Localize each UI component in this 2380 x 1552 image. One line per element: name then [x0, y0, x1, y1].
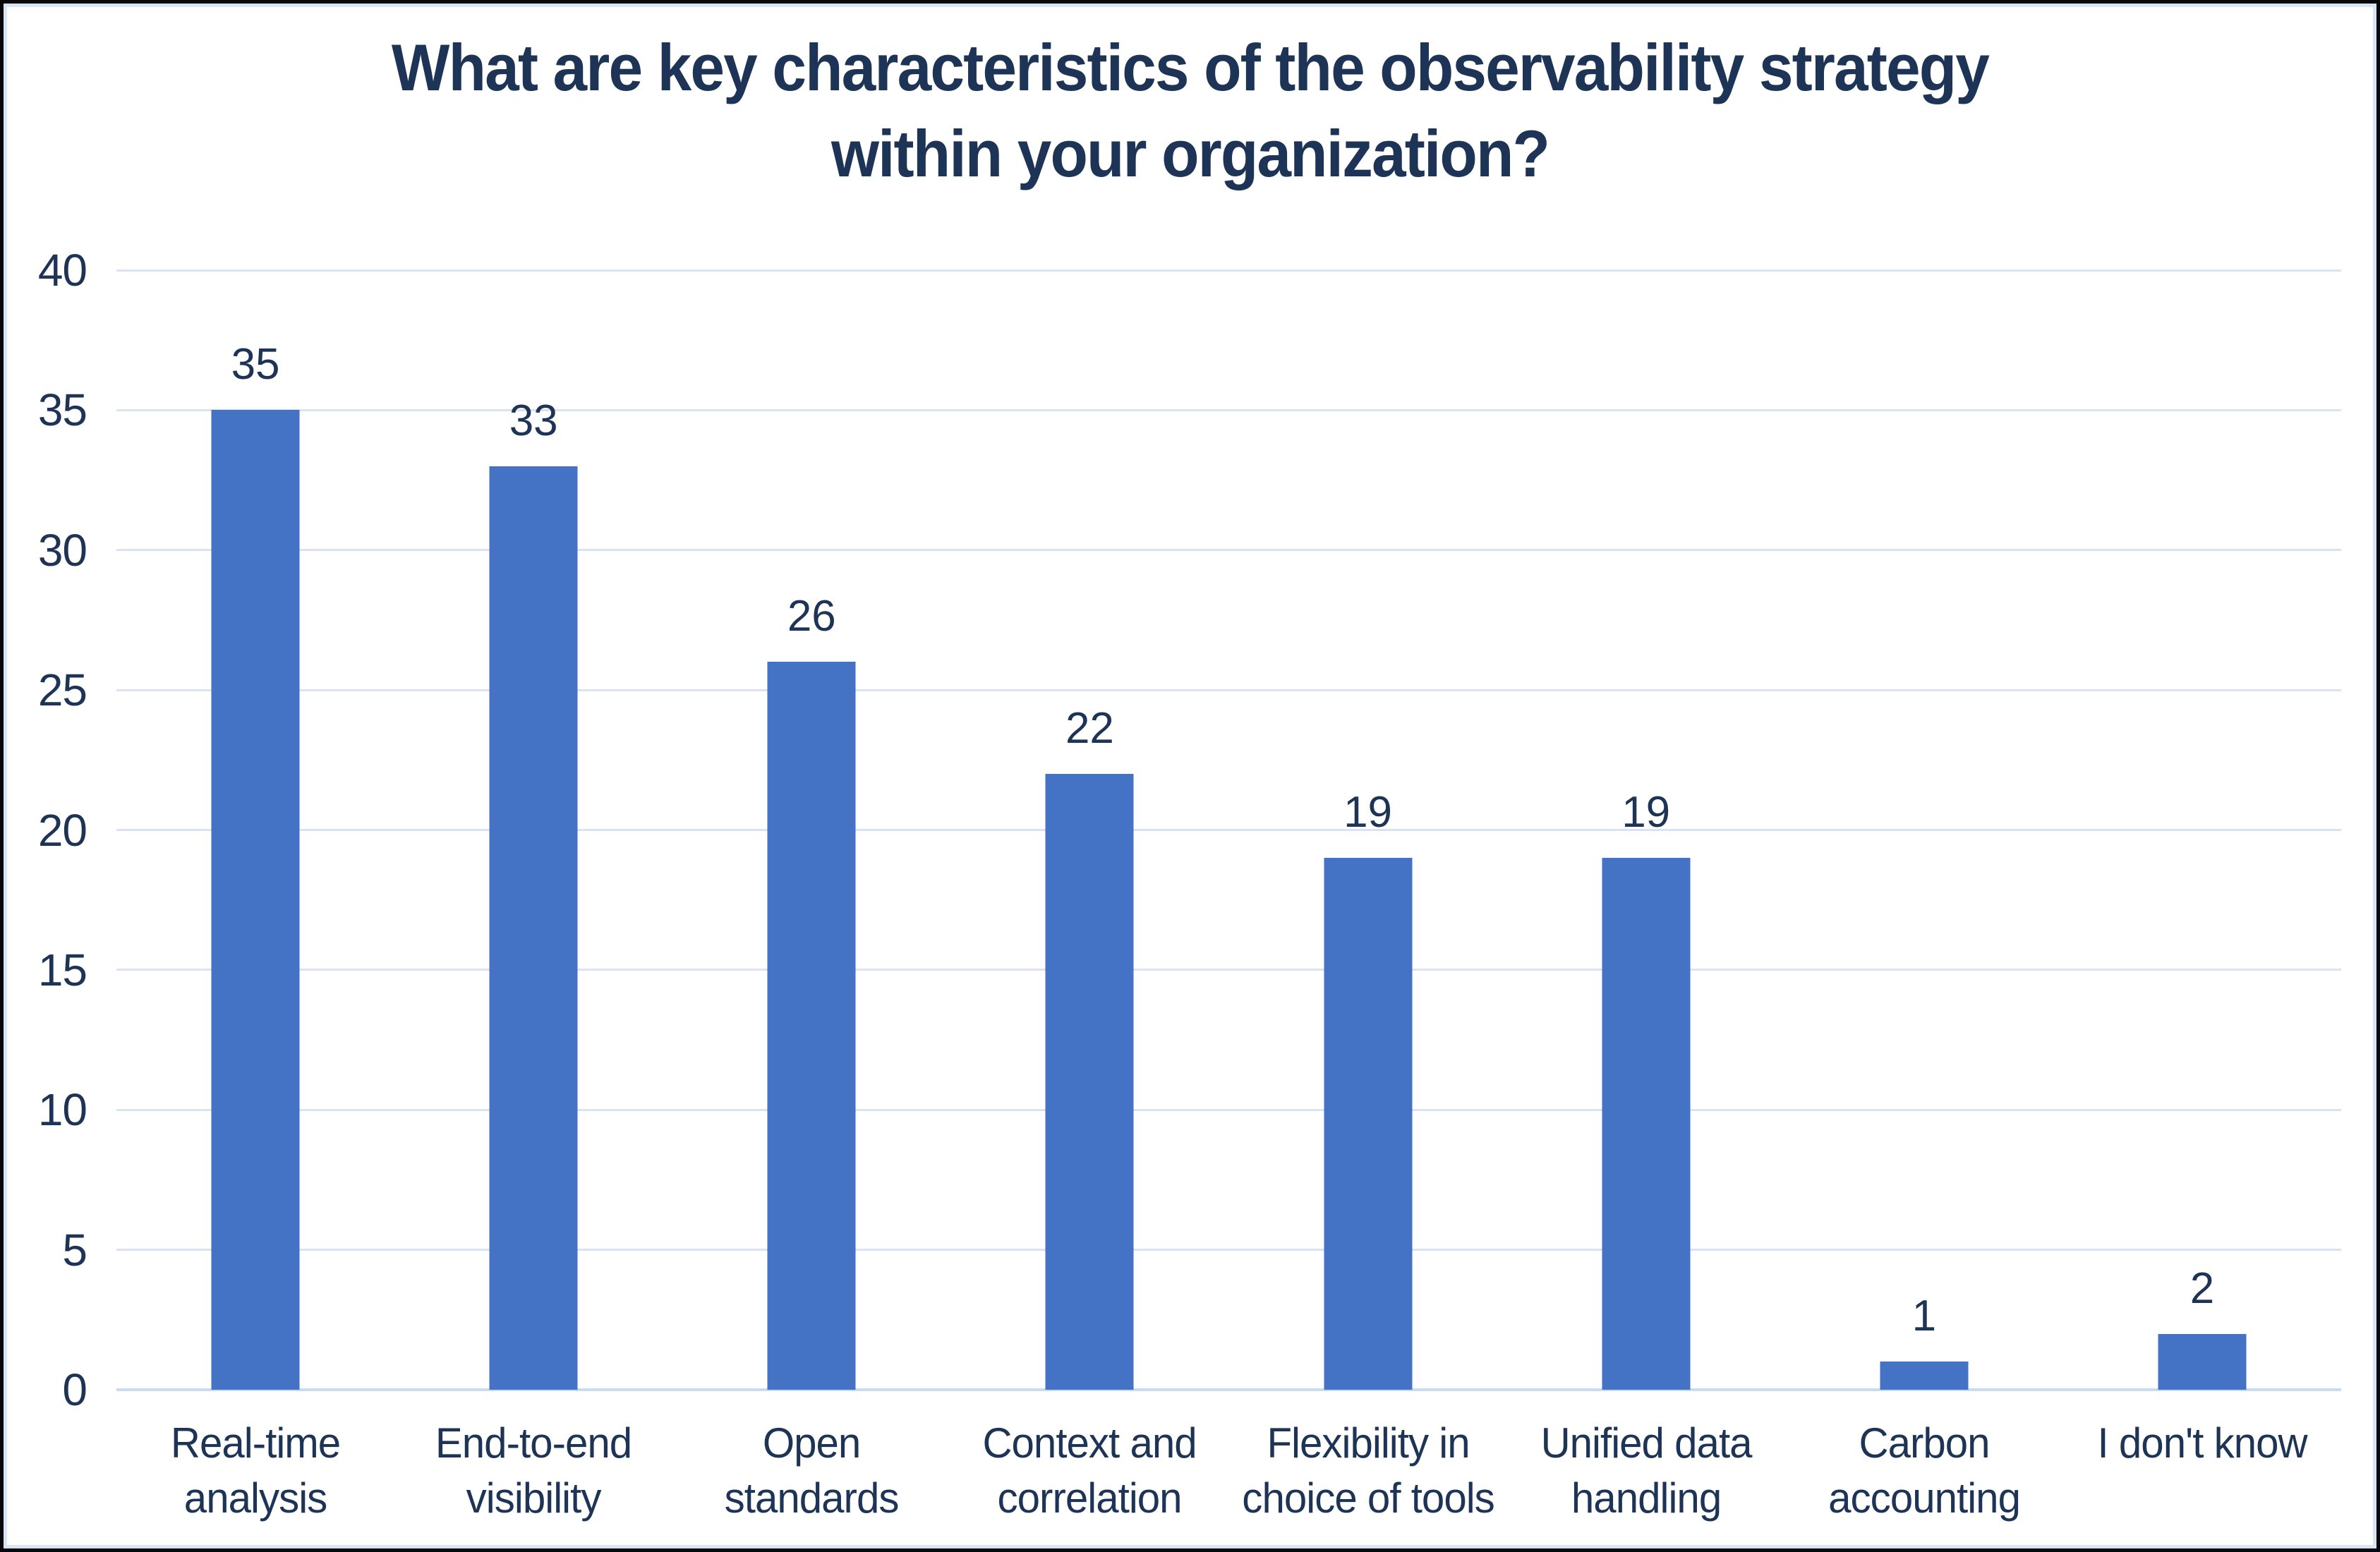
x-category-label-line: choice of tools [1241, 1474, 1494, 1522]
x-category-label-5: Unified data handling [1511, 1416, 1781, 1526]
x-category-label-line: I don't know [2097, 1419, 2307, 1467]
x-category-label-line: Real-time [170, 1419, 341, 1467]
x-category-label-line: handling [1571, 1474, 1722, 1522]
x-axis-labels: Real-time analysis End-to-end visibility Ope… [116, 1416, 2341, 1526]
bar-value-label-3: 22 [1065, 704, 1114, 753]
x-category-label-line: accounting [1828, 1474, 2021, 1522]
bar-7 [2158, 1333, 2247, 1390]
bar-value-label-6: 1 [1911, 1292, 1937, 1341]
x-category-label-line: correlation [997, 1474, 1183, 1522]
bar-slot-3: 22 [950, 270, 1228, 1390]
bar-slot-4: 19 [1229, 270, 1507, 1390]
x-category-label-6: Carbon accounting [1789, 1416, 2059, 1526]
y-tick-label-35: 35 [37, 384, 87, 436]
bar-value-label-7: 2 [2189, 1263, 2215, 1313]
bar-5 [1602, 858, 1691, 1390]
bar-slot-1: 33 [394, 270, 672, 1390]
x-category-label-3: Context and correlation [955, 1416, 1224, 1526]
chart-title-line-1: What are key characteristics of the obse… [391, 30, 1990, 104]
x-category-label-line: Carbon [1859, 1419, 1990, 1467]
y-tick-label-5: 5 [62, 1224, 87, 1275]
gridline-5 [116, 1249, 2341, 1251]
gridline-15 [116, 969, 2341, 971]
bar-1 [489, 466, 578, 1390]
x-category-label-line: End-to-end [435, 1419, 632, 1467]
chart-title: What are key characteristics of the obse… [87, 25, 2294, 197]
bar-slot-2: 26 [672, 270, 950, 1390]
gridline-20 [116, 829, 2341, 831]
y-tick-label-40: 40 [37, 245, 87, 296]
y-tick-label-15: 15 [37, 944, 87, 995]
y-tick-label-0: 0 [62, 1364, 87, 1415]
y-tick-label-30: 30 [37, 524, 87, 576]
bar-value-label-4: 19 [1343, 788, 1393, 837]
x-category-label-line: Context and [982, 1419, 1197, 1467]
x-category-label-line: visibility [466, 1474, 602, 1522]
x-category-label-line: Flexibility in [1266, 1419, 1470, 1467]
y-tick-label-20: 20 [37, 804, 87, 856]
bar-0 [211, 410, 300, 1390]
gridline-40 [116, 269, 2341, 272]
x-category-label-line: analysis [183, 1474, 327, 1522]
gridline-25 [116, 689, 2341, 691]
x-category-label-1: End-to-end visibility [399, 1416, 668, 1526]
bar-slot-5: 19 [1507, 270, 1785, 1390]
y-tick-label-25: 25 [37, 665, 87, 716]
bar-value-label-2: 26 [787, 592, 836, 641]
bar-6 [1880, 1362, 1969, 1390]
bar-slot-0: 35 [116, 270, 394, 1390]
x-axis-line [116, 1388, 2341, 1391]
plot-area: 35 33 26 22 19 19 1 2 [116, 269, 2341, 1391]
chart-surface: What are key characteristics of the obse… [4, 4, 2376, 1548]
x-category-label-4: Flexibility in choice of tools [1233, 1416, 1502, 1526]
x-category-label-2: Open standards [677, 1416, 946, 1526]
bar-3 [1045, 774, 1134, 1390]
y-axis: 0 5 10 15 20 25 30 35 40 [4, 245, 87, 1415]
x-category-label-0: Real-time analysis [121, 1416, 390, 1526]
x-category-label-7: I don't know [2067, 1416, 2337, 1526]
bar-value-label-5: 19 [1621, 788, 1671, 837]
gridline-35 [116, 408, 2341, 411]
bar-value-label-0: 35 [231, 340, 280, 389]
x-category-label-line: standards [724, 1474, 900, 1522]
x-category-label-line: Open [763, 1419, 861, 1467]
bar-4 [1324, 858, 1413, 1390]
bar-slot-7: 2 [2063, 270, 2341, 1390]
chart-frame: What are key characteristics of the obse… [4, 4, 2376, 1548]
gridline-10 [116, 1108, 2341, 1111]
chart-title-line-2: within your organization? [830, 116, 1550, 190]
y-tick-label-10: 10 [37, 1084, 87, 1136]
bar-slot-6: 1 [1785, 270, 2063, 1390]
bar-series: 35 33 26 22 19 19 1 2 [116, 270, 2341, 1390]
x-category-label-line: Unified data [1540, 1419, 1752, 1467]
bar-value-label-1: 33 [509, 396, 558, 445]
bar-2 [767, 662, 856, 1390]
gridline-30 [116, 549, 2341, 552]
